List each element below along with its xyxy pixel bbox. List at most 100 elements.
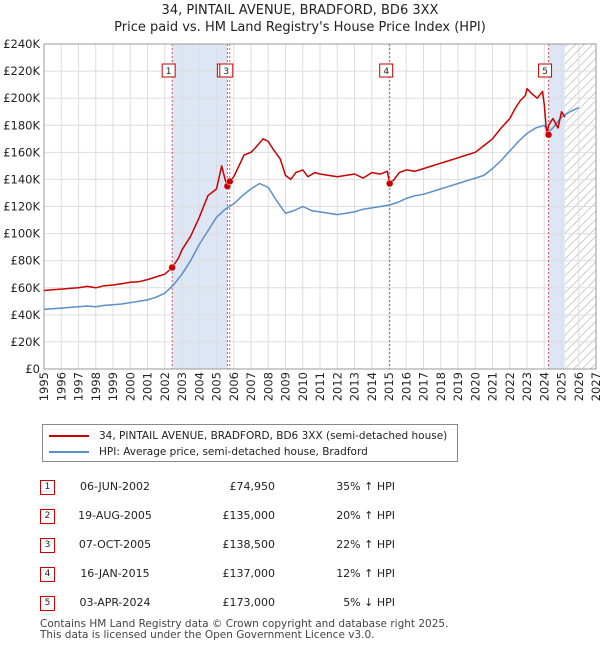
x-tick-label: 1995 [37, 372, 51, 401]
footer-attribution: Contains HM Land Registry data © Crown c… [40, 619, 448, 641]
transaction-label-number: 4 [383, 67, 389, 77]
x-tick-label: 2016 [399, 372, 413, 401]
transaction-point [385, 179, 394, 188]
x-tick-label: 2027 [589, 372, 600, 401]
transaction-label-box [538, 63, 553, 78]
table-row: 2 19-AUG-2005 £135,000 20% ↑ HPI [40, 501, 405, 530]
x-tick-label: 2013 [348, 372, 362, 401]
chart-title: 34, PINTAIL AVENUE, BRADFORD, BD6 3XX [161, 3, 439, 18]
legend-swatch-hpi [49, 451, 89, 453]
transaction-label-number: 1 [166, 67, 172, 77]
y-tick-label: £40K [11, 308, 41, 322]
transaction-number-badge: 1 [40, 479, 55, 495]
x-tick-label: 2006 [227, 372, 241, 401]
x-tick-label: 2010 [296, 372, 310, 401]
x-tick-label: 2023 [520, 372, 534, 401]
transactions-table: 1 06-JUN-2002 £74,950 35% ↑ HPI 2 19-AUG… [40, 472, 405, 617]
transaction-hpi: 35% ↑ HPI [336, 480, 395, 493]
y-tick-label: £60K [11, 281, 41, 295]
transaction-number-badge: 3 [40, 537, 55, 553]
table-row: 3 07-OCT-2005 £138,500 22% ↑ HPI [40, 530, 405, 559]
legend-label-property: 34, PINTAIL AVENUE, BRADFORD, BD6 3XX (s… [99, 430, 448, 442]
x-tick-label: 2019 [451, 372, 465, 401]
y-tick-label: £220K [3, 64, 40, 78]
transaction-date: 07-OCT-2005 [78, 538, 152, 551]
x-tick-label: 2021 [486, 372, 500, 401]
y-tick-label: £240K [3, 37, 40, 51]
transaction-label-box [379, 63, 394, 78]
transaction-date: 03-APR-2024 [79, 596, 151, 609]
y-tick-label: £200K [3, 91, 40, 105]
x-tick-label: 2024 [537, 372, 551, 401]
x-tick-label: 2011 [313, 372, 327, 401]
transaction-number-badge: 4 [40, 566, 55, 582]
legend-item-property: 34, PINTAIL AVENUE, BRADFORD, BD6 3XX (s… [49, 429, 447, 443]
x-tick-label: 2004 [192, 372, 206, 401]
table-row: 4 16-JAN-2015 £137,000 12% ↑ HPI [40, 559, 405, 588]
x-tick-label: 2005 [210, 372, 224, 401]
x-tick-label: 2003 [175, 372, 189, 401]
price-chart: 12345£0£20K£40K£60K£80K£100K£120K£140K£1… [3, 37, 600, 401]
x-tick-label: 2018 [434, 372, 448, 401]
x-tick-label: 2008 [261, 372, 275, 401]
transaction-number-badge: 2 [40, 508, 55, 524]
x-tick-label: 2007 [244, 372, 258, 401]
legend-label-hpi: HPI: Average price, semi-detached house,… [99, 446, 368, 458]
chart-legend: 34, PINTAIL AVENUE, BRADFORD, BD6 3XX (s… [42, 424, 458, 462]
transaction-label-number: 3 [223, 67, 229, 77]
transaction-hpi: 5% ↓ HPI [343, 596, 395, 609]
transaction-price: £74,950 [229, 480, 276, 493]
transaction-date: 16-JAN-2015 [80, 567, 150, 580]
transaction-hpi: 20% ↑ HPI [336, 509, 395, 522]
x-tick-label: 1998 [89, 372, 103, 401]
transaction-label-number: 5 [542, 67, 548, 77]
x-tick-label: 2001 [141, 372, 155, 401]
legend-item-hpi: HPI: Average price, semi-detached house,… [49, 445, 368, 459]
table-row: 1 06-JUN-2002 £74,950 35% ↑ HPI [40, 472, 405, 501]
plot-border [43, 43, 597, 370]
x-tick-label: 2026 [572, 372, 586, 401]
x-tick-label: 1997 [72, 372, 86, 401]
x-tick-label: 2017 [417, 372, 431, 401]
transaction-point [544, 130, 553, 139]
x-tick-label: 2022 [503, 372, 517, 401]
transaction-price: £173,000 [222, 596, 276, 609]
transaction-hpi: 12% ↑ HPI [336, 567, 395, 580]
transaction-price: £138,500 [222, 538, 276, 551]
chart-subtitle: Price paid vs. HM Land Registry's House … [114, 20, 486, 35]
x-tick-label: 2015 [382, 372, 396, 401]
table-row: 5 03-APR-2024 £173,000 5% ↓ HPI [40, 588, 405, 617]
y-tick-label: £160K [3, 145, 40, 159]
transaction-label-box [161, 63, 176, 78]
transaction-hpi: 22% ↑ HPI [336, 538, 395, 551]
transaction-price: £135,000 [222, 509, 276, 522]
x-tick-label: 2020 [468, 372, 482, 401]
footer-line-licence: This data is licensed under the Open Gov… [40, 629, 375, 641]
transaction-point [168, 263, 176, 272]
legend-swatch-property [49, 435, 89, 437]
x-tick-label: 2002 [158, 372, 172, 401]
x-tick-label: 2025 [555, 372, 569, 401]
y-tick-label: £0 [25, 362, 40, 376]
x-tick-label: 2000 [123, 372, 137, 401]
footer-line-copyright: Contains HM Land Registry data © Crown c… [40, 618, 449, 630]
y-tick-label: £20K [11, 335, 41, 349]
y-tick-label: £120K [3, 200, 40, 214]
transaction-date: 19-AUG-2005 [78, 509, 152, 522]
y-tick-label: £180K [3, 118, 40, 132]
x-tick-label: 1999 [106, 372, 120, 401]
transaction-point [226, 177, 234, 186]
transaction-number-badge: 5 [40, 595, 55, 611]
y-tick-label: £140K [3, 172, 40, 186]
x-tick-label: 2012 [330, 372, 344, 401]
y-tick-label: £80K [11, 254, 41, 268]
series-line-hpi [43, 106, 580, 311]
x-tick-label: 2009 [279, 372, 293, 401]
y-tick-label: £100K [3, 227, 40, 241]
x-tick-label: 1996 [54, 372, 68, 401]
transaction-date: 06-JUN-2002 [79, 480, 151, 493]
transaction-price: £137,000 [222, 567, 276, 580]
transaction-label-box [219, 63, 234, 78]
series-line-property [43, 87, 566, 292]
x-tick-label: 2014 [365, 372, 379, 401]
